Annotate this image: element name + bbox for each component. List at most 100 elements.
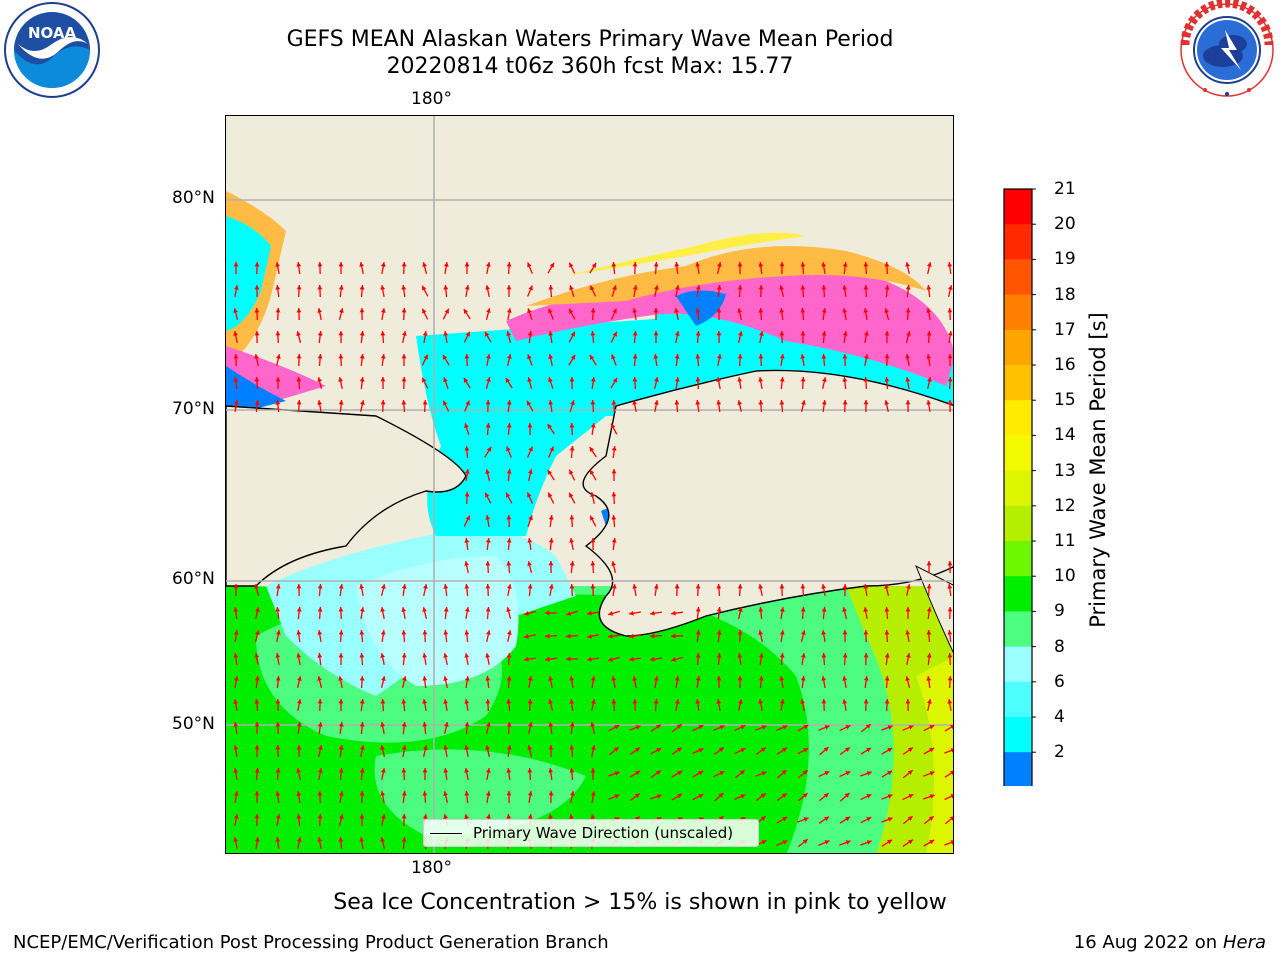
wave-direction-arrow: [650, 769, 662, 779]
wave-direction-arrow: [758, 399, 764, 413]
colorbar-tick-label: 14: [1054, 425, 1076, 446]
footer-machine-name: Hera: [1222, 932, 1266, 953]
colorbar-segment: [1004, 752, 1032, 786]
wave-direction-arrow: [464, 583, 470, 597]
wave-direction-arrow: [359, 675, 365, 689]
wave-direction-arrow: [776, 725, 788, 731]
wave-direction-arrow: [758, 307, 764, 321]
wave-direction-arrow: [714, 792, 724, 802]
wave-direction-arrow: [692, 770, 704, 778]
wave-direction-arrow: [590, 560, 596, 574]
wave-direction-arrow: [359, 790, 365, 804]
wave-direction-arrow: [548, 675, 553, 689]
wave-direction-arrow: [359, 353, 365, 367]
wave-direction-arrow: [254, 767, 260, 781]
wave-direction-arrow: [443, 261, 449, 275]
wave-direction-arrow: [611, 285, 617, 297]
wave-direction-arrow: [716, 583, 722, 597]
wave-direction-arrow: [842, 675, 848, 689]
wave-direction-arrow: [568, 331, 576, 343]
colorbar-tick-label: 2: [1054, 742, 1065, 763]
wave-direction-arrow: [800, 698, 805, 712]
wave-direction-arrow: [884, 698, 890, 712]
wave-direction-arrow: [565, 633, 579, 639]
wave-direction-arrow: [863, 307, 869, 321]
wave-direction-arrow: [338, 653, 344, 665]
wave-direction-arrow: [589, 515, 597, 527]
wave-direction-arrow: [632, 261, 638, 275]
wave-direction-arrow: [359, 721, 365, 735]
wave-direction-arrow: [338, 699, 344, 711]
wave-direction-arrow: [443, 675, 448, 689]
wave-direction-arrow: [716, 284, 722, 298]
wave-direction-arrow: [568, 469, 576, 481]
wave-direction-arrow: [317, 698, 323, 712]
wave-direction-arrow: [884, 652, 890, 666]
wave-direction-arrow: [548, 790, 554, 804]
wave-direction-arrow: [734, 794, 746, 800]
wave-direction-arrow: [275, 307, 281, 321]
map-gridlines: [226, 116, 953, 853]
colorbar-tick-label: 4: [1054, 707, 1065, 727]
wave-direction-arrow: [338, 836, 344, 850]
wave-direction-arrow: [507, 353, 512, 367]
wave-direction-arrow: [523, 634, 537, 639]
wave-direction-arrow: [464, 676, 470, 688]
wave-direction-arrow: [716, 652, 722, 666]
wave-direction-arrow: [296, 261, 302, 275]
wave-direction-arrow: [464, 469, 470, 481]
latitude-label-70: 70°N: [172, 399, 215, 419]
wave-direction-arrow: [589, 354, 597, 366]
wave-direction-arrow: [674, 399, 680, 413]
wave-direction-arrow: [884, 308, 890, 320]
wave-direction-arrow: [380, 745, 386, 757]
colorbar-tick-label: 6: [1054, 671, 1065, 692]
wave-direction-arrow: [716, 698, 722, 712]
wave-direction-arrow: [359, 307, 365, 321]
wave-direction-arrow: [359, 699, 365, 711]
wave-direction-arrow: [800, 583, 806, 597]
wave-period-map: [226, 116, 953, 853]
wave-direction-arrow: [548, 537, 554, 551]
wave-direction-arrow: [842, 399, 848, 413]
wave-direction-arrow: [947, 399, 953, 413]
wave-direction-arrow: [338, 767, 344, 781]
wave-direction-arrow: [548, 699, 554, 711]
wave-direction-arrow: [464, 698, 470, 712]
wave-direction-arrow: [695, 699, 701, 711]
wave-direction-arrow: [695, 261, 701, 275]
colorbar-tick-label: 8: [1054, 636, 1065, 657]
wave-direction-arrow: [506, 745, 512, 757]
wave-direction-arrow: [380, 676, 386, 688]
wave-direction-arrow: [779, 353, 785, 367]
wave-direction-arrow: [569, 744, 575, 758]
wave-direction-arrow: [464, 262, 470, 274]
wave-direction-arrow: [779, 630, 785, 642]
wave-direction-arrow: [422, 607, 428, 619]
wave-direction-arrow: [650, 610, 662, 616]
wave-direction-arrow: [254, 284, 260, 298]
wave-direction-arrow: [905, 698, 911, 712]
wave-direction-arrow: [380, 284, 386, 298]
wave-direction-arrow: [839, 724, 851, 732]
wave-direction-arrow: [800, 331, 806, 343]
wave-direction-arrow: [359, 400, 365, 412]
colorbar-segment: [1004, 224, 1032, 260]
wave-direction-arrow: [758, 606, 764, 620]
wave-direction-arrow: [842, 698, 847, 712]
wave-direction-arrow: [737, 699, 743, 711]
wave-direction-arrow: [674, 353, 680, 367]
wave-direction-arrow: [589, 262, 597, 274]
wave-direction-arrow: [632, 698, 638, 712]
wave-direction-arrow: [464, 423, 470, 435]
nws-logo: [1180, 0, 1274, 97]
wave-direction-arrow: [570, 790, 575, 804]
wave-direction-arrow: [443, 377, 449, 389]
wave-direction-arrow: [296, 652, 302, 666]
wave-direction-arrow: [443, 629, 449, 643]
wave-direction-arrow: [484, 492, 492, 504]
wave-direction-arrow: [629, 656, 641, 662]
wave-direction-arrow: [275, 354, 281, 366]
wave-direction-arrow: [675, 284, 680, 298]
wave-direction-arrow: [464, 284, 470, 298]
